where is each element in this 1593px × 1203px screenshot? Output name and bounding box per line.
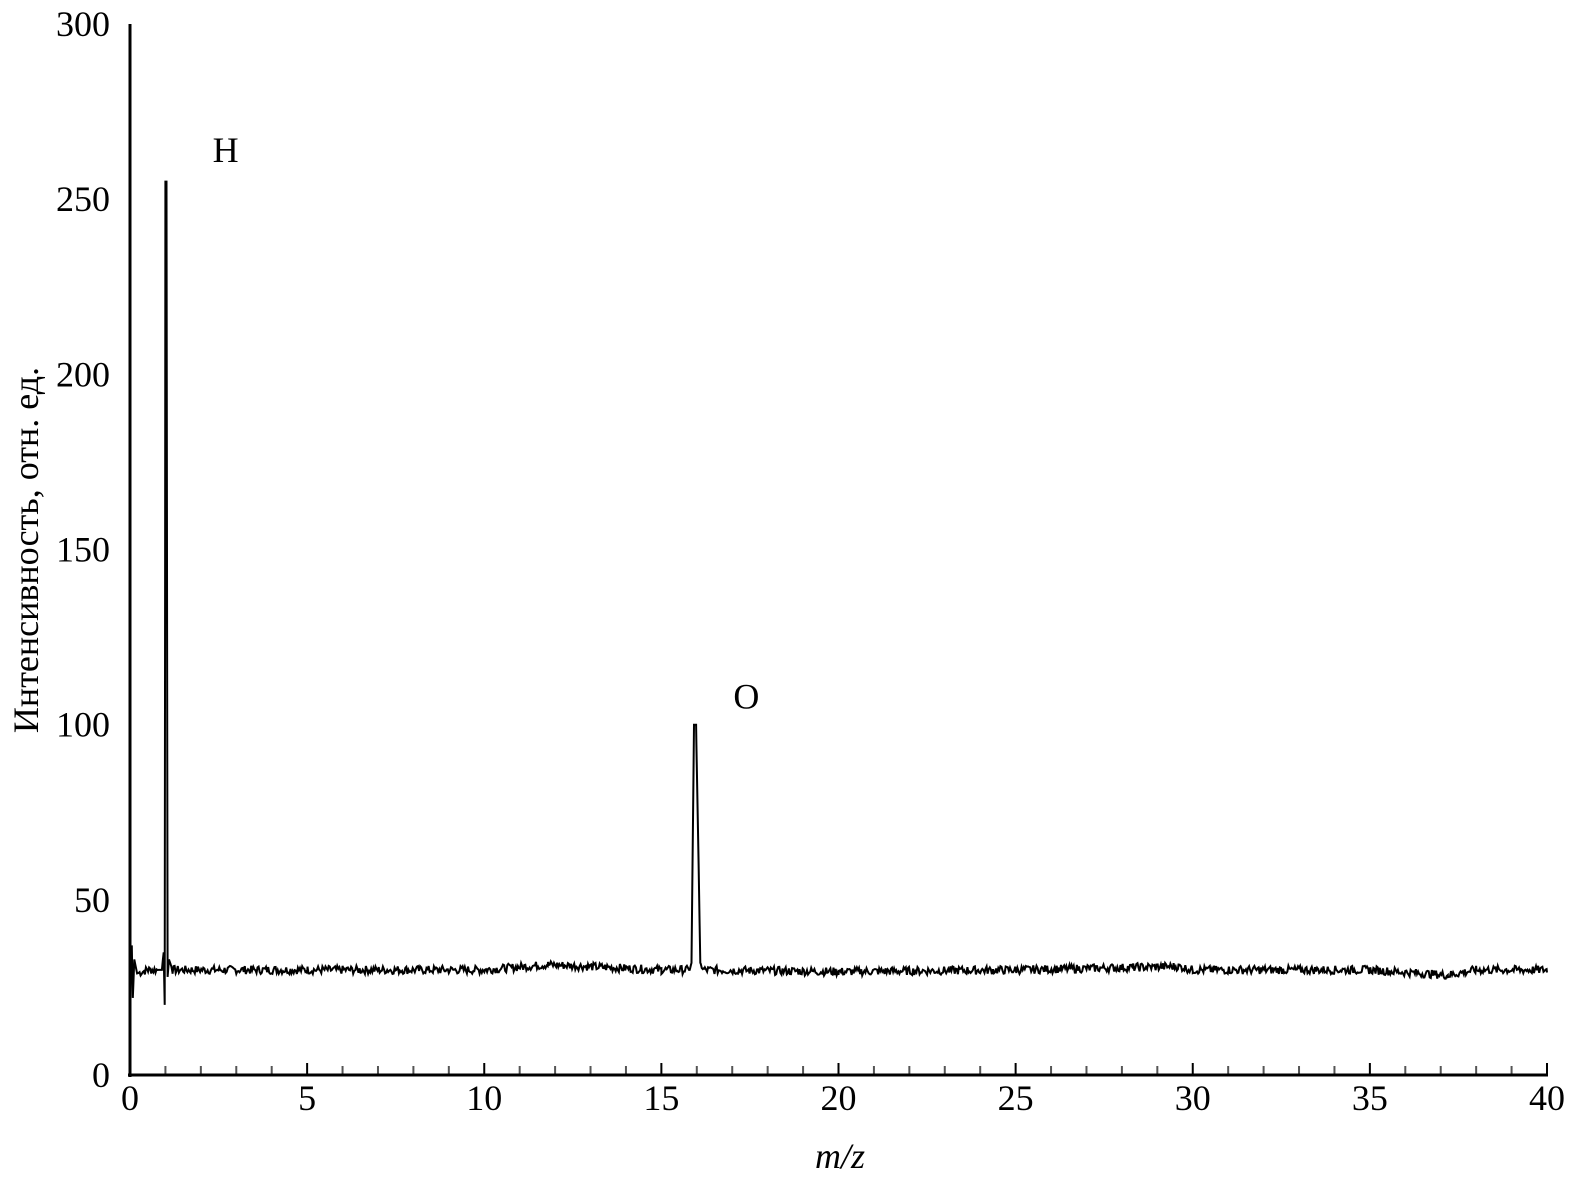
y-tick-label: 250 bbox=[56, 179, 110, 219]
y-tick-label: 100 bbox=[56, 705, 110, 745]
peak-label: O bbox=[733, 677, 759, 717]
x-tick-label: 20 bbox=[821, 1078, 857, 1118]
y-tick-label: 200 bbox=[56, 354, 110, 394]
x-tick-label: 10 bbox=[466, 1078, 502, 1118]
x-tick-label: 5 bbox=[298, 1078, 316, 1118]
spectrum-line bbox=[129, 180, 1548, 1005]
x-axis-label: m/z bbox=[815, 1136, 865, 1176]
y-axis-label: Интенсивность, отн. ед. bbox=[6, 367, 46, 733]
x-tick-label: 25 bbox=[998, 1078, 1034, 1118]
x-tick-label: 35 bbox=[1352, 1078, 1388, 1118]
y-tick-label: 0 bbox=[92, 1055, 110, 1095]
x-tick-label: 0 bbox=[121, 1078, 139, 1118]
x-tick-label: 15 bbox=[643, 1078, 679, 1118]
y-tick-label: 300 bbox=[56, 4, 110, 44]
y-tick-label: 150 bbox=[56, 530, 110, 570]
x-tick-label: 40 bbox=[1529, 1078, 1565, 1118]
peak-label: H bbox=[213, 130, 239, 170]
y-tick-label: 50 bbox=[74, 880, 110, 920]
x-tick-label: 30 bbox=[1175, 1078, 1211, 1118]
